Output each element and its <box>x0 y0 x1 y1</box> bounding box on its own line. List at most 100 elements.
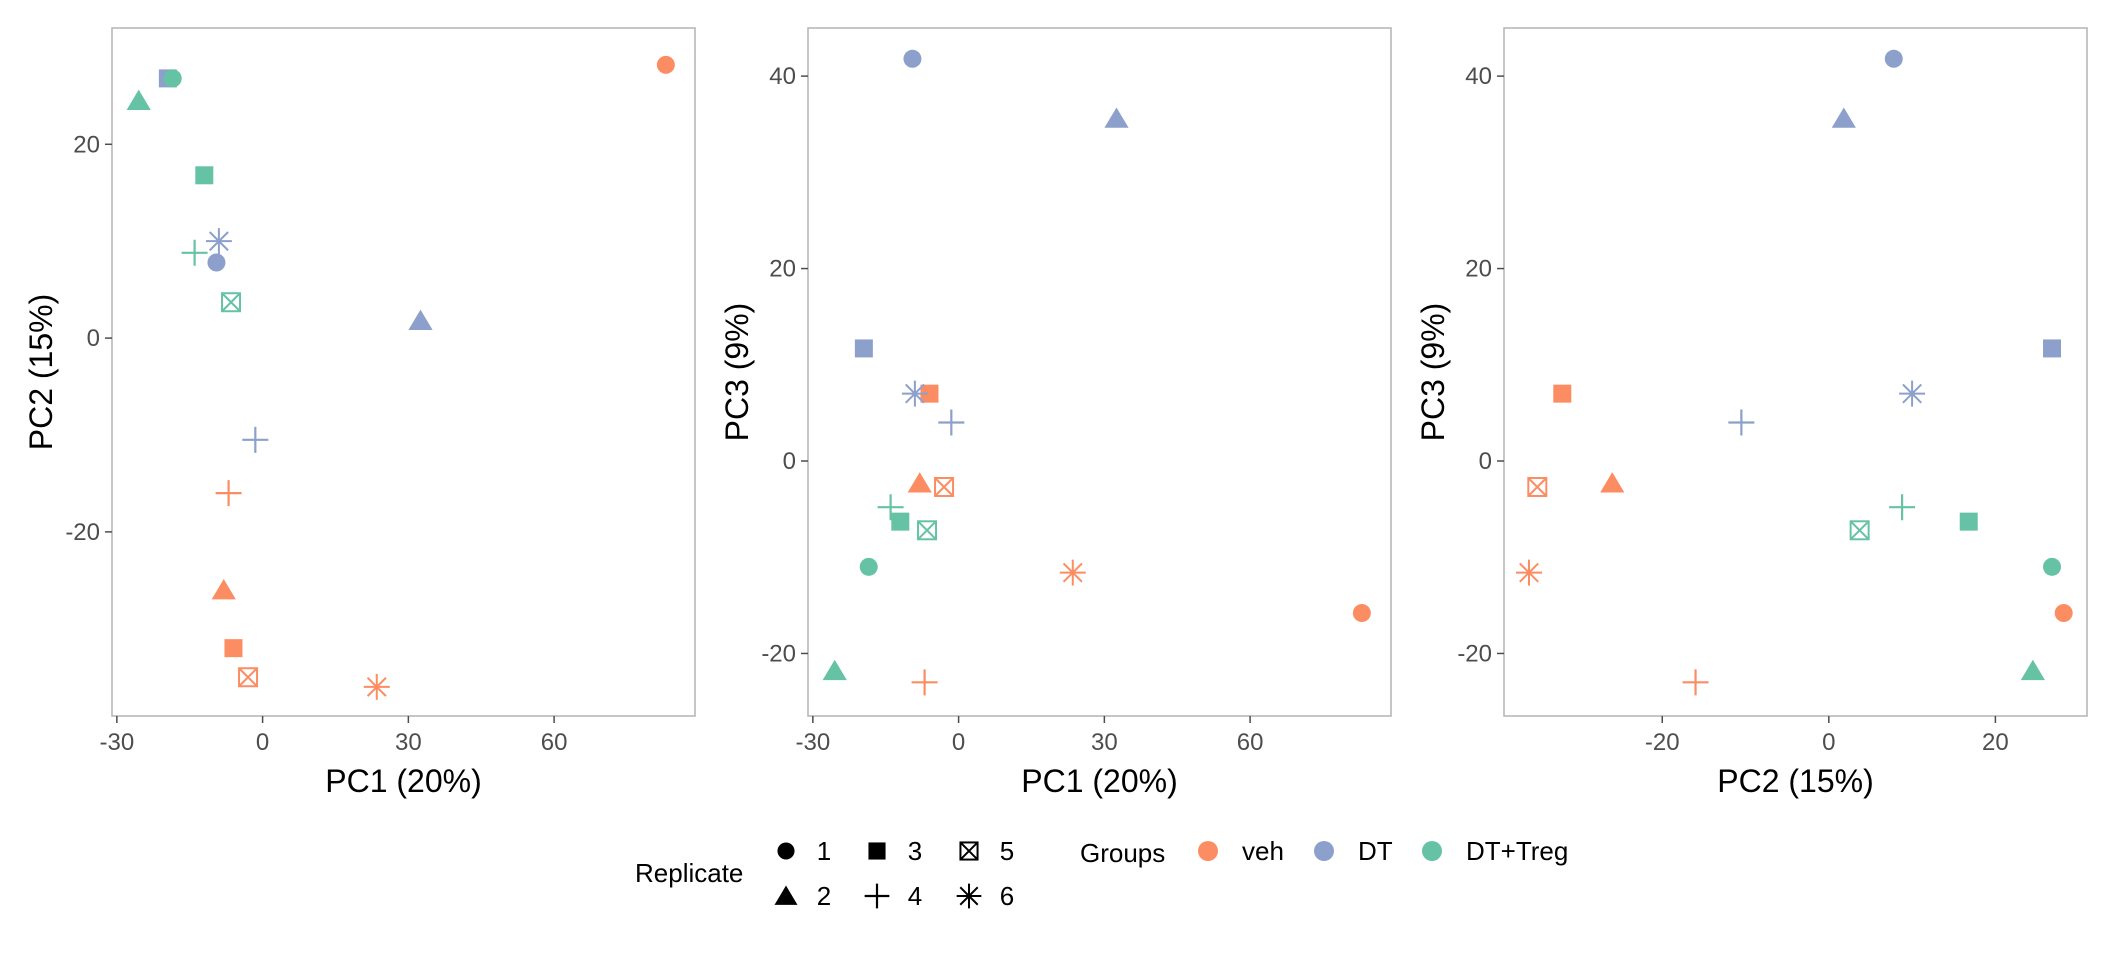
data-point <box>903 49 922 68</box>
legend-replicate-key <box>864 883 890 909</box>
y-tick-label: 40 <box>1465 63 1492 90</box>
data-point <box>1515 559 1542 586</box>
legend-replicate-key <box>777 842 795 860</box>
data-point <box>363 673 390 700</box>
y-axis-label: PC3 (9%) <box>1415 303 1451 442</box>
legend-group-label: DT <box>1358 836 1393 866</box>
y-tick-label: -20 <box>65 519 100 546</box>
x-axis-label: PC1 (20%) <box>1021 763 1178 799</box>
legend-group-key <box>1198 841 1218 861</box>
y-tick-label: 0 <box>783 448 796 475</box>
y-tick-label: -20 <box>761 640 796 667</box>
data-point <box>221 292 242 313</box>
x-tick-label: 60 <box>541 729 568 756</box>
data-point <box>907 472 932 493</box>
data-point <box>877 494 904 521</box>
data-point <box>1849 520 1870 541</box>
data-point <box>126 89 151 111</box>
data-point <box>2043 339 2062 358</box>
x-tick-label: 30 <box>1091 729 1118 756</box>
data-point <box>2054 604 2073 623</box>
y-axis-label: PC2 (15%) <box>23 294 59 451</box>
x-tick-label: 0 <box>952 729 965 756</box>
legend-groups-title: Groups <box>1080 838 1165 868</box>
plot-frame <box>807 27 1392 717</box>
data-point <box>656 55 675 74</box>
legend-replicate-label: 1 <box>817 836 831 866</box>
data-point <box>917 520 938 541</box>
data-point <box>891 512 910 531</box>
data-point <box>822 659 847 681</box>
x-tick-label: -30 <box>100 729 135 756</box>
plot-frame <box>111 27 696 717</box>
legend-group-label: veh <box>1242 836 1284 866</box>
y-tick-label: 20 <box>1465 256 1492 283</box>
legend-replicate-label: 6 <box>1000 881 1014 911</box>
data-point <box>920 384 939 403</box>
data-point <box>859 557 878 576</box>
x-axis-label: PC1 (20%) <box>325 763 482 799</box>
legend-replicate-key <box>868 842 886 860</box>
x-tick-label: 60 <box>1237 729 1264 756</box>
data-point <box>1104 107 1129 128</box>
x-tick-label: -30 <box>796 729 831 756</box>
data-point <box>211 579 236 600</box>
y-tick-label: 0 <box>1479 448 1492 475</box>
y-tick-label: 20 <box>73 131 100 158</box>
legend-group-items: veh DT DT+Treg <box>1198 836 1568 866</box>
data-point <box>205 228 232 255</box>
y-tick-label: 0 <box>87 325 100 352</box>
legend-replicate-label: 4 <box>908 881 922 911</box>
legend-group-label: DT+Treg <box>1466 836 1568 866</box>
legend-replicate-title: Replicate <box>635 858 743 888</box>
data-point <box>911 669 938 696</box>
legend-replicate-label: 5 <box>1000 836 1014 866</box>
x-tick-label: -20 <box>1645 729 1680 756</box>
legend-replicate-key <box>959 841 979 861</box>
legend-replicate-key <box>774 885 798 905</box>
x-tick-label: 0 <box>256 729 269 756</box>
pca-panel-pc2-pc3: -20 0 20 -20 0 20 40 PC2 (15%) PC3 (9%) <box>1415 27 2088 799</box>
y-tick-label: 20 <box>769 256 796 283</box>
data-point <box>1059 559 1086 586</box>
data-point <box>2043 557 2062 576</box>
data-point <box>1527 476 1548 497</box>
data-point <box>1831 107 1856 128</box>
legend-replicate-label: 3 <box>908 836 922 866</box>
data-point <box>238 667 259 688</box>
data-point <box>1728 409 1755 436</box>
pca-panel-pc1-pc2: -30 0 30 60 -20 0 20 PC1 (20%) PC2 (15%) <box>23 27 696 799</box>
data-point <box>901 380 928 407</box>
data-point <box>1682 669 1709 696</box>
data-point <box>1352 604 1371 623</box>
x-tick-label: 20 <box>1982 729 2009 756</box>
data-point <box>938 409 965 436</box>
x-tick-label: 0 <box>1822 729 1835 756</box>
data-point <box>2020 659 2045 681</box>
data-point <box>1959 512 1978 531</box>
legend-group-key <box>1314 841 1334 861</box>
legend-group-key <box>1422 841 1442 861</box>
data-point <box>207 253 226 272</box>
y-axis-label: PC3 (9%) <box>719 303 755 442</box>
y-tick-label: -20 <box>1457 640 1492 667</box>
legend-replicate-items: 1 3 5 2 4 6 <box>774 836 1014 911</box>
data-point <box>934 476 955 497</box>
legend-replicate-key <box>956 883 982 909</box>
data-point <box>242 426 269 453</box>
data-point <box>1899 380 1926 407</box>
data-point <box>195 166 214 185</box>
legend-replicate-label: 2 <box>817 881 831 911</box>
x-axis-label: PC2 (15%) <box>1717 763 1874 799</box>
data-point <box>163 69 182 88</box>
data-point <box>1889 494 1916 521</box>
x-tick-label: 30 <box>395 729 422 756</box>
data-point <box>181 239 208 266</box>
data-point <box>854 339 873 358</box>
data-point <box>1884 49 1903 68</box>
legend: Replicate 1 3 5 2 4 6 Groups veh DT DT+Treg <box>635 836 1568 911</box>
y-tick-label: 40 <box>769 63 796 90</box>
plot-frame <box>1503 27 2088 717</box>
data-point <box>224 639 243 658</box>
